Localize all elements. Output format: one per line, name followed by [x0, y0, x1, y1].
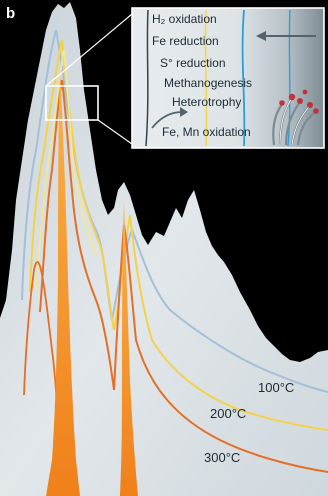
isotherm-300-label: 300°C [204, 450, 240, 465]
isotherm-inner-pale-line [35, 49, 97, 291]
process-label-h2-oxidation: H₂ oxidation [152, 12, 217, 26]
callout-box [45, 85, 99, 121]
panel-letter: b [6, 5, 15, 22]
callout-line-bottom [97, 119, 133, 145]
process-label-methanogenesis: Methanogenesis [164, 76, 252, 90]
callout-line-top [45, 13, 133, 87]
process-label-s-reduction: S° reduction [160, 56, 226, 70]
fluid-channel-right [120, 200, 138, 496]
process-label-heterotrophy: Heterotrophy [172, 95, 241, 109]
isotherm-200-line [29, 39, 328, 431]
inset-panel: H₂ oxidation Fe reduction S° reduction M… [131, 7, 325, 149]
isotherm-100-label: 100°C [258, 380, 294, 395]
fluid-channel-left [46, 70, 80, 496]
isotherm-300-line [39, 79, 328, 473]
isotherm-200-label: 200°C [210, 406, 246, 421]
isotherm-100-line [21, 29, 328, 393]
microbe-filaments [272, 89, 319, 146]
process-label-fe-reduction: Fe reduction [152, 34, 219, 48]
process-label-fe-mn-oxidation: Fe, Mn oxidation [162, 125, 251, 139]
